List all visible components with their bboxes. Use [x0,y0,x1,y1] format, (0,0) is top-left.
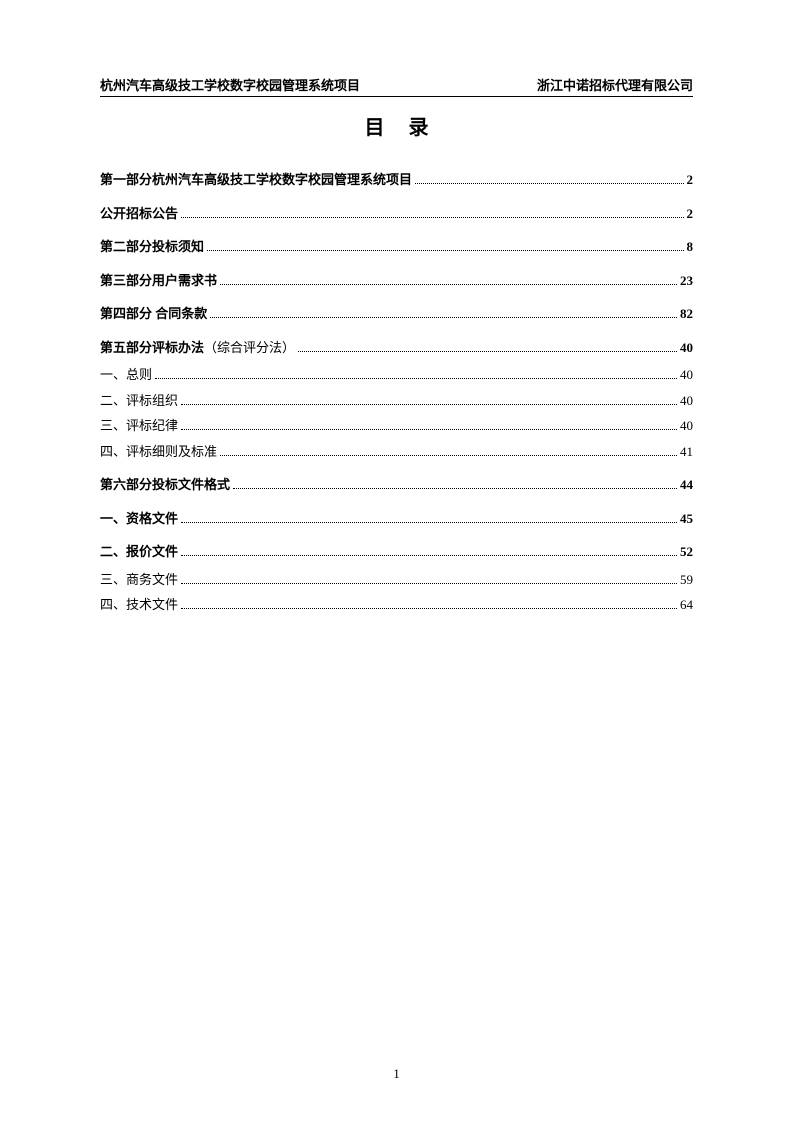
toc-dots [155,378,677,379]
toc-entry: 第一部分杭州汽车高级技工学校数字校园管理系统项目 2 [100,170,693,190]
toc-label: 一、总则 [100,365,152,385]
toc-label: 四、技术文件 [100,595,178,615]
toc-entry: 第三部分用户需求书 23 [100,271,693,291]
toc-dots [181,522,677,523]
document-page: 杭州汽车高级技工学校数字校园管理系统项目 浙江中诺招标代理有限公司 目录 第一部… [0,0,793,1122]
header-row: 杭州汽车高级技工学校数字校园管理系统项目 浙江中诺招标代理有限公司 [100,75,693,97]
toc-page: 2 [687,170,694,190]
page-number: 1 [0,1066,793,1082]
toc-dots [298,351,677,352]
header-right: 浙江中诺招标代理有限公司 [537,75,693,94]
toc-label: 二、评标组织 [100,391,178,411]
toc-label: 第三部分用户需求书 [100,271,217,291]
toc-entry: 第五部分评标办法（综合评分法） 40 [100,338,693,358]
toc-entry: 第二部分投标须知 8 [100,237,693,257]
header-left: 杭州汽车高级技工学校数字校园管理系统项目 [100,75,360,94]
toc-page: 40 [680,338,693,358]
toc-entry: 四、技术文件 64 [100,595,693,615]
toc-label: 二、报价文件 [100,542,178,562]
toc-label: 三、评标纪律 [100,416,178,436]
toc-dots [181,583,677,584]
toc-entry: 三、评标纪律 40 [100,416,693,436]
toc-dots [181,217,683,218]
toc-container: 第一部分杭州汽车高级技工学校数字校园管理系统项目 2 公开招标公告 2 第二部分投标须知… [100,170,693,615]
toc-page: 82 [680,304,693,324]
toc-page: 44 [680,475,693,495]
toc-dots [181,429,677,430]
toc-suffix: （综合评分法） [204,338,295,358]
toc-entry: 四、评标细则及标准 41 [100,442,693,462]
toc-page: 40 [680,365,693,385]
toc-label: 三、商务文件 [100,570,178,590]
toc-page: 2 [687,204,694,224]
toc-page: 40 [680,416,693,436]
toc-entry: 二、报价文件 52 [100,542,693,562]
toc-dots [181,555,677,556]
toc-page: 40 [680,391,693,411]
toc-page: 45 [680,509,693,529]
toc-dots [233,488,677,489]
toc-dots [181,608,677,609]
toc-dots [181,404,677,405]
toc-label: 第四部分 合同条款 [100,304,207,324]
toc-dots [207,250,683,251]
toc-page: 8 [687,237,694,257]
toc-page: 52 [680,542,693,562]
toc-entry: 第四部分 合同条款 82 [100,304,693,324]
toc-entry: 一、总则 40 [100,365,693,385]
toc-label: 第二部分投标须知 [100,237,204,257]
toc-dots [220,284,677,285]
toc-page: 59 [680,570,693,590]
toc-label: 第六部分投标文件格式 [100,475,230,495]
toc-dots [415,183,683,184]
toc-entry: 二、评标组织 40 [100,391,693,411]
toc-label: 一、资格文件 [100,509,178,529]
toc-page: 41 [680,442,693,462]
toc-entry: 公开招标公告 2 [100,204,693,224]
toc-page: 23 [680,271,693,291]
toc-title: 目录 [100,111,693,140]
toc-label: 公开招标公告 [100,204,178,224]
toc-entry: 第六部分投标文件格式 44 [100,475,693,495]
toc-label: 第一部分杭州汽车高级技工学校数字校园管理系统项目 [100,170,412,190]
toc-entry: 一、资格文件 45 [100,509,693,529]
toc-dots [210,317,677,318]
toc-dots [220,455,677,456]
toc-label: 第五部分评标办法 [100,338,204,358]
toc-page: 64 [680,595,693,615]
toc-entry: 三、商务文件 59 [100,570,693,590]
toc-label: 四、评标细则及标准 [100,442,217,462]
